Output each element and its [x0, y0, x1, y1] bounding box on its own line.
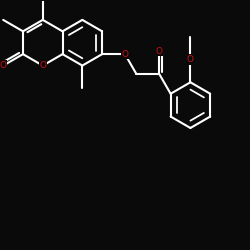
Text: O: O	[122, 50, 128, 59]
Text: O: O	[187, 55, 194, 64]
Text: O: O	[0, 61, 7, 70]
Text: O: O	[39, 61, 46, 70]
Text: O: O	[156, 46, 163, 56]
